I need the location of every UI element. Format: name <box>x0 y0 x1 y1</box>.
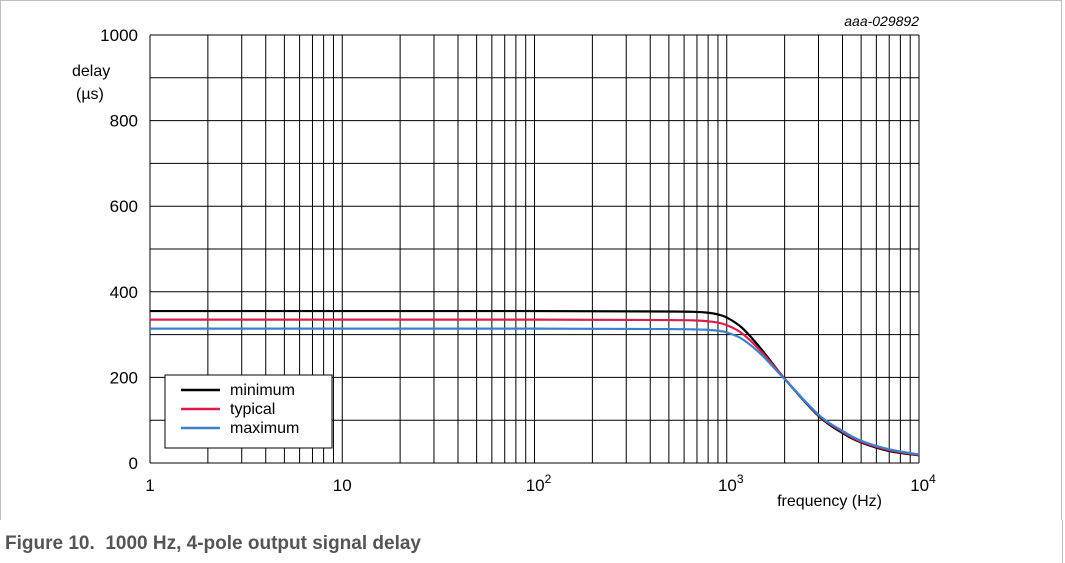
y-tick-label: 1000 <box>100 26 138 45</box>
series-lines <box>149 309 920 457</box>
frame-border <box>1062 520 1063 563</box>
legend-box <box>164 374 333 449</box>
x-axis-ticks: 1 10 102 103 104 <box>145 472 936 495</box>
caption-title: 1000 Hz, 4-pole output signal delay <box>105 533 421 554</box>
figure-caption: Figure 10. 1000 Hz, 4-pole output signal… <box>5 533 421 555</box>
figure-code: aaa-029892 <box>844 13 919 29</box>
y-axis-ticks: 0 200 400 600 800 1000 <box>100 26 138 473</box>
y-tick-label: 200 <box>110 368 138 387</box>
legend: minimum typical maximum <box>164 374 333 449</box>
x-tick-label: 10 <box>333 476 352 495</box>
legend-label-typical: typical <box>230 401 275 418</box>
legend-label-minimum: minimum <box>230 382 295 399</box>
figure-frame <box>0 0 1062 520</box>
y-tick-label: 0 <box>129 454 138 473</box>
caption-number: Figure 10. <box>5 533 95 554</box>
y-axis-label-line-2: (µs) <box>76 86 104 103</box>
series-line-maximum <box>149 327 920 456</box>
y-tick-label: 400 <box>110 283 138 302</box>
y-tick-label: 800 <box>110 112 138 131</box>
y-axis-label-line-1: delay <box>72 63 110 80</box>
x-tick-label: 1 <box>145 476 154 495</box>
legend-label-maximum: maximum <box>230 420 299 437</box>
x-axis-label: frequency (Hz) <box>777 493 882 510</box>
delay-chart: 0 200 400 600 800 1000 1 10 102 103 104 aaa-02989… <box>72 13 936 510</box>
x-tick-label: 103 <box>718 472 744 495</box>
x-tick-label: 104 <box>910 472 936 495</box>
x-tick-label: 102 <box>526 472 552 495</box>
y-tick-label: 600 <box>110 197 138 216</box>
